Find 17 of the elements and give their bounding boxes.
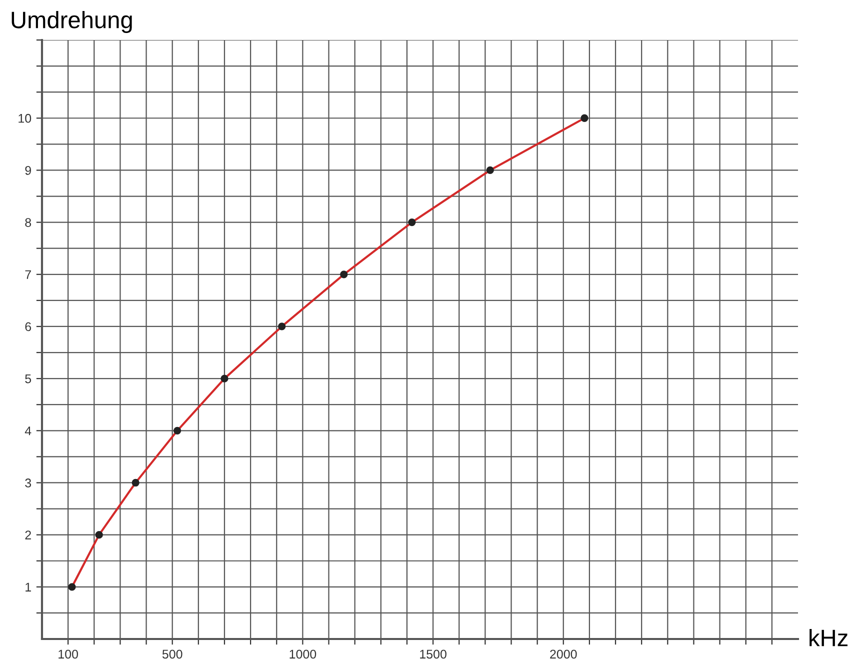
- x-axis-title: kHz: [810, 628, 848, 646]
- y-tick-label: 9: [25, 166, 31, 175]
- y-tick-label: 10: [18, 114, 32, 123]
- y-axis-title: Umdrehung: [12, 10, 132, 34]
- y-tick-label: 8: [25, 218, 32, 227]
- x-tick-label: 500: [162, 650, 182, 659]
- y-tick-label: 5: [25, 374, 32, 384]
- y-tick-label: 1: [26, 582, 31, 592]
- x-tick-label: 1500: [420, 650, 446, 659]
- y-tick-label: 3: [25, 478, 32, 488]
- y-tick-label: 2: [25, 530, 31, 540]
- x-tick-label: 2000: [550, 650, 577, 659]
- y-tick-label: 4: [24, 426, 32, 436]
- y-tick-label: 6: [25, 322, 32, 332]
- x-tick-label: 100: [58, 650, 78, 659]
- y-tick-label: 7: [25, 270, 31, 279]
- x-tick-label: 1000: [290, 650, 316, 659]
